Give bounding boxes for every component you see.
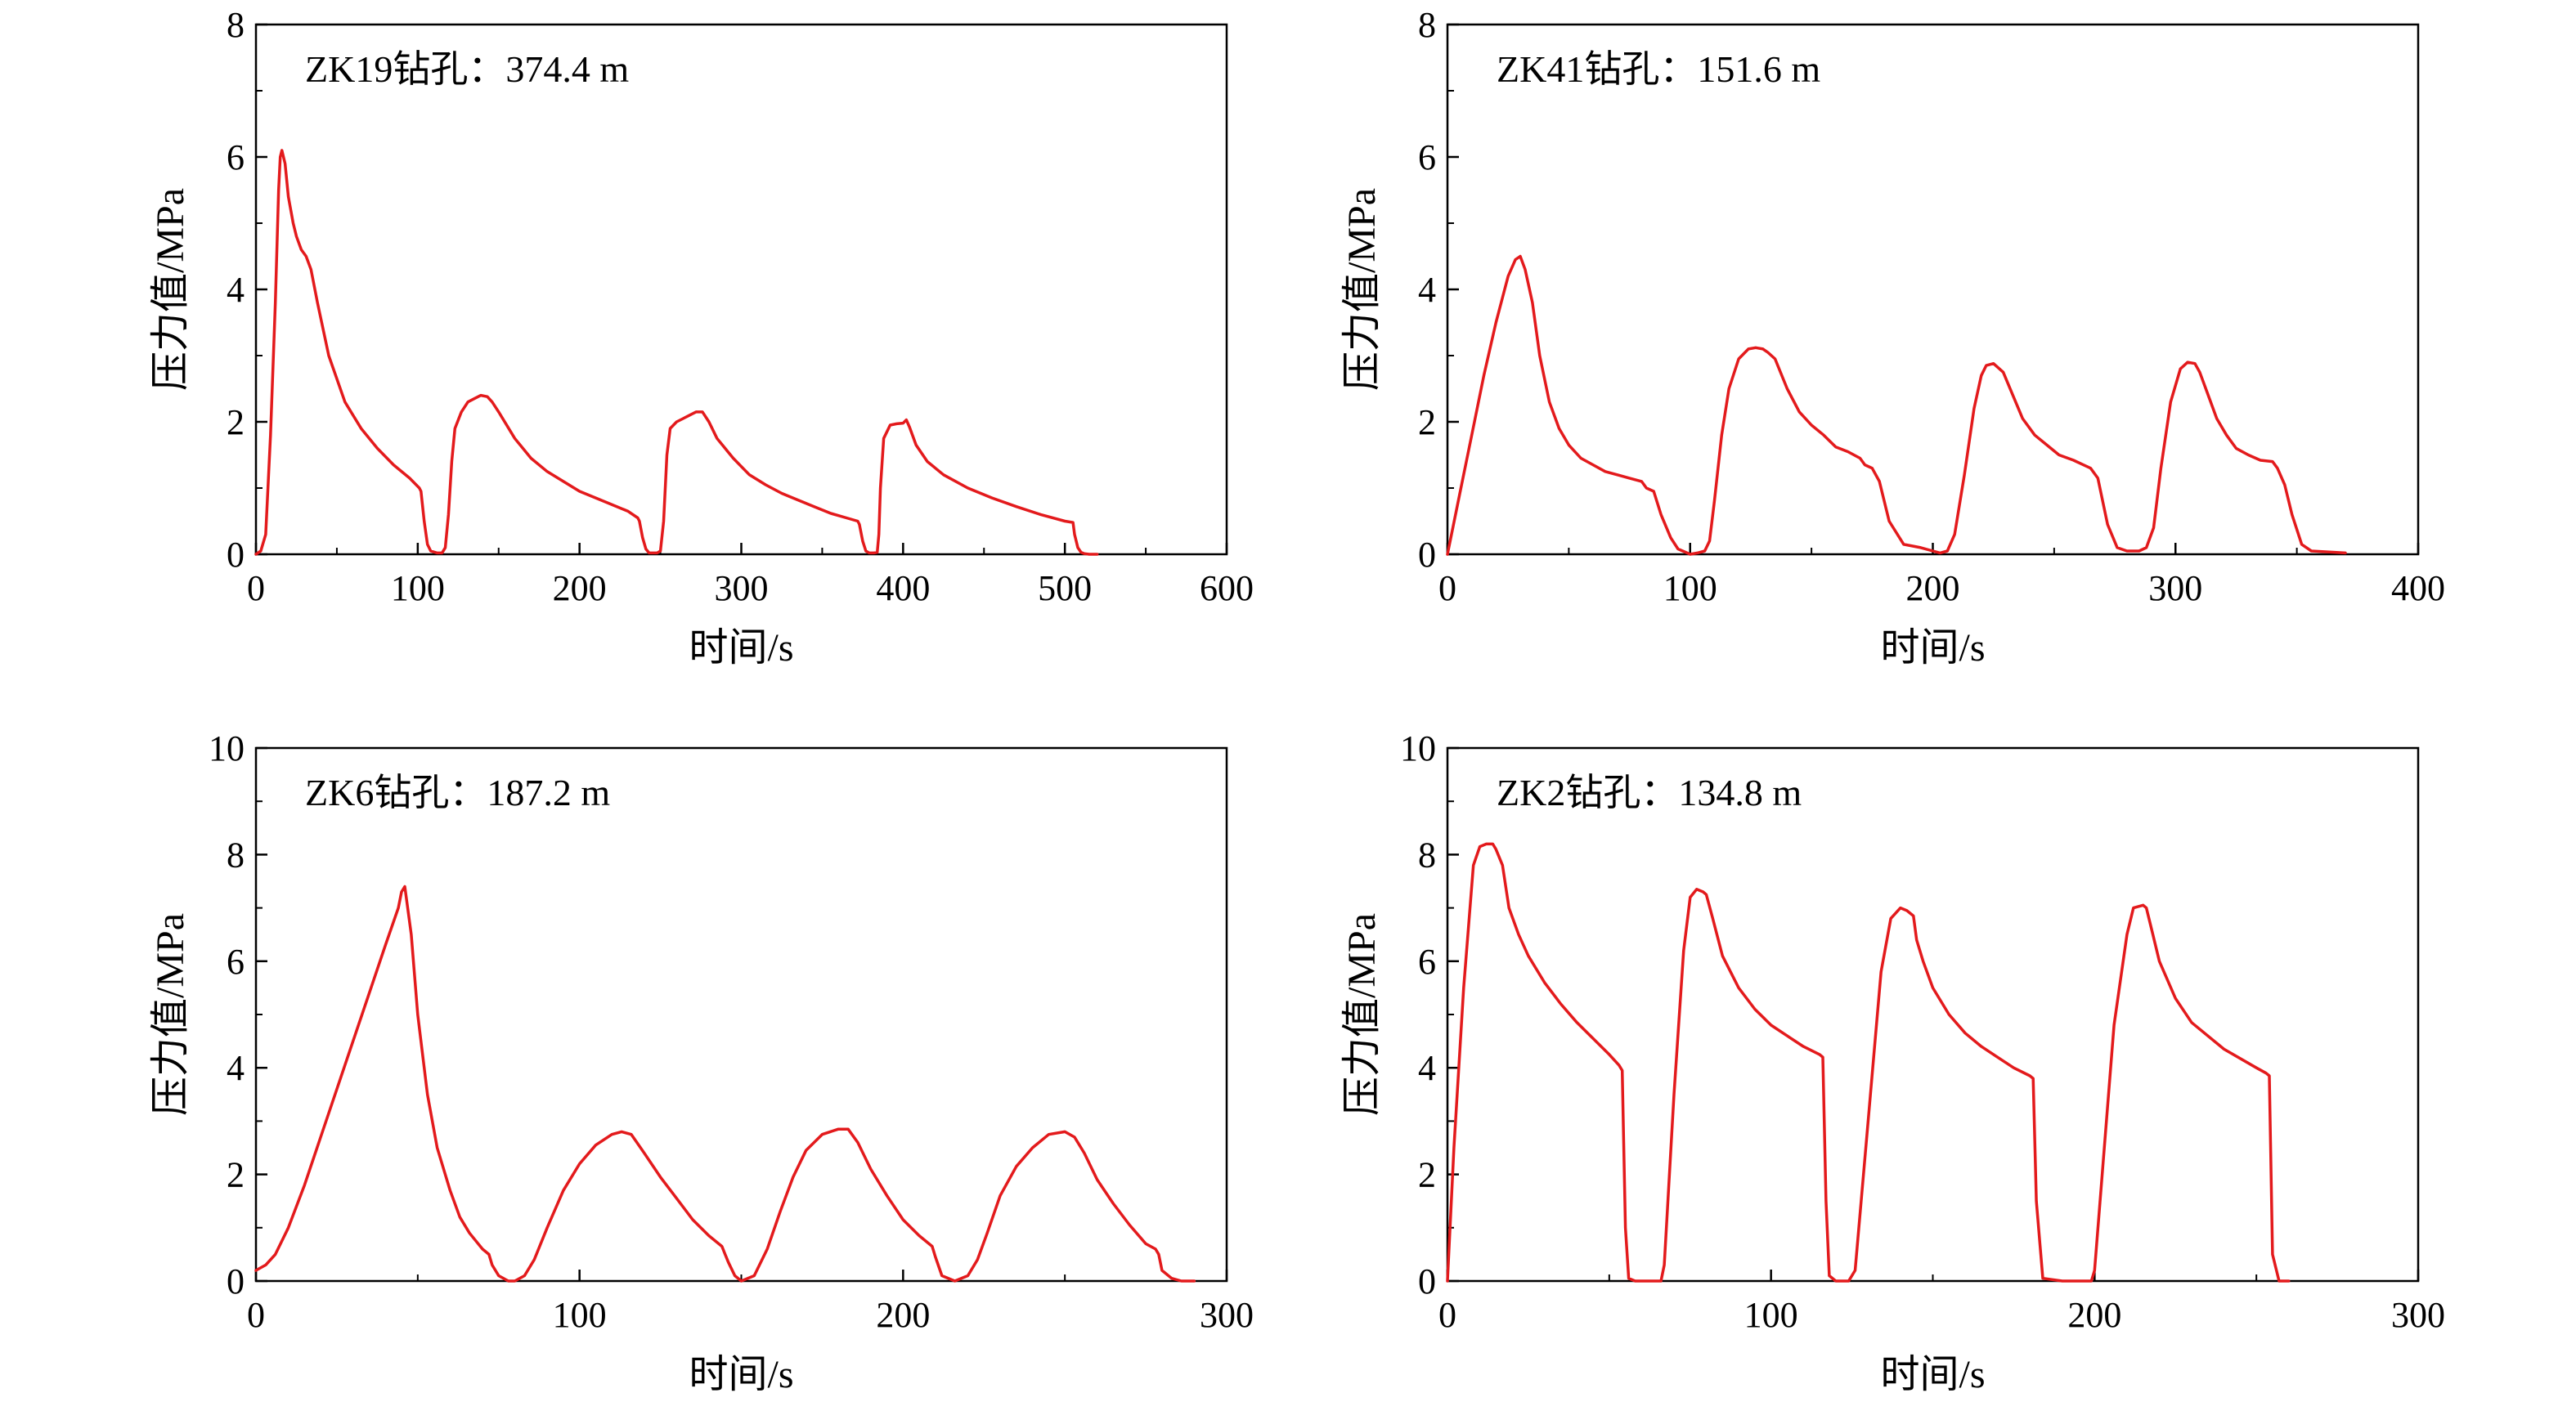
y-tick-label: 10 bbox=[1400, 728, 1436, 768]
y-tick-label: 8 bbox=[1418, 5, 1436, 45]
y-tick-label: 8 bbox=[1418, 835, 1436, 875]
y-tick-label: 10 bbox=[209, 728, 245, 768]
chart-panel-2: 0 2 4 6 8 0 100 200 300 400 时间/s 压力值/MPa ZK41钻孔：151.… bbox=[1340, 5, 2445, 670]
y-tick-label: 6 bbox=[227, 137, 245, 177]
y-tick-label: 0 bbox=[1418, 535, 1436, 575]
series-line-1 bbox=[254, 149, 1099, 556]
y-axis-label: 压力值/MPa bbox=[1340, 913, 1384, 1116]
x-tick-label: 300 bbox=[1200, 1295, 1254, 1335]
y-tick-label: 0 bbox=[1418, 1261, 1436, 1301]
y-tick-label: 8 bbox=[227, 5, 245, 45]
x-axis-label: 时间/s bbox=[1880, 626, 1985, 670]
x-tick-label: 0 bbox=[247, 568, 265, 608]
y-tick-label: 6 bbox=[1418, 942, 1436, 982]
y-axis-label: 压力值/MPa bbox=[149, 188, 192, 391]
x-tick-label: 0 bbox=[1438, 568, 1456, 608]
x-tick-label: 200 bbox=[2067, 1295, 2121, 1335]
x-axis-label: 时间/s bbox=[689, 626, 793, 670]
x-axis-label: 时间/s bbox=[689, 1353, 793, 1396]
x-tick-label: 400 bbox=[2391, 568, 2445, 608]
y-tick-label: 0 bbox=[227, 535, 245, 575]
x-tick-label: 100 bbox=[391, 568, 445, 608]
y-tick-label: 6 bbox=[1418, 137, 1436, 177]
series-line-1 bbox=[1446, 842, 2291, 1283]
y-tick-label: 2 bbox=[227, 402, 245, 442]
y-tick-label: 2 bbox=[1418, 402, 1436, 442]
x-tick-label: 100 bbox=[1744, 1295, 1798, 1335]
y-tick-label: 6 bbox=[227, 942, 245, 982]
x-axis-label: 时间/s bbox=[1880, 1353, 1985, 1396]
chart-title: ZK2钻孔：134.8 m bbox=[1497, 772, 1802, 813]
x-tick-label: 300 bbox=[715, 568, 769, 608]
y-tick-label: 8 bbox=[227, 835, 245, 875]
y-tick-label: 4 bbox=[1418, 1048, 1436, 1088]
y-tick-label: 0 bbox=[227, 1261, 245, 1301]
x-tick-label: 200 bbox=[553, 568, 607, 608]
chart-title: ZK19钻孔：374.4 m bbox=[305, 48, 629, 90]
chart-panel-1: 0 2 4 6 8 0 100 200 300 400 500 600 时间/s 压力值/MPa ZK19钻… bbox=[149, 5, 1254, 670]
y-tick-label: 4 bbox=[1418, 270, 1436, 310]
y-axis-label: 压力值/MPa bbox=[1340, 188, 1384, 391]
y-tick-label: 2 bbox=[1418, 1155, 1436, 1195]
x-tick-label: 100 bbox=[553, 1295, 607, 1335]
x-tick-label: 100 bbox=[1663, 568, 1717, 608]
chart-title: ZK6钻孔：187.2 m bbox=[305, 772, 610, 813]
y-tick-label: 4 bbox=[227, 270, 245, 310]
x-tick-label: 0 bbox=[1438, 1295, 1456, 1335]
y-axis-label: 压力值/MPa bbox=[149, 913, 192, 1116]
x-tick-label: 500 bbox=[1038, 568, 1092, 608]
y-tick-label: 2 bbox=[227, 1155, 245, 1195]
x-tick-label: 200 bbox=[1906, 568, 1960, 608]
x-tick-label: 600 bbox=[1200, 568, 1254, 608]
series-line-1 bbox=[254, 885, 1196, 1283]
y-tick-label: 4 bbox=[227, 1048, 245, 1088]
x-tick-label: 300 bbox=[2391, 1295, 2445, 1335]
series-line-1 bbox=[1446, 254, 2347, 556]
chart-title: ZK41钻孔：151.6 m bbox=[1497, 48, 1820, 90]
x-tick-label: 300 bbox=[2148, 568, 2202, 608]
x-tick-label: 400 bbox=[876, 568, 930, 608]
x-tick-label: 0 bbox=[247, 1295, 265, 1335]
x-tick-label: 200 bbox=[876, 1295, 930, 1335]
